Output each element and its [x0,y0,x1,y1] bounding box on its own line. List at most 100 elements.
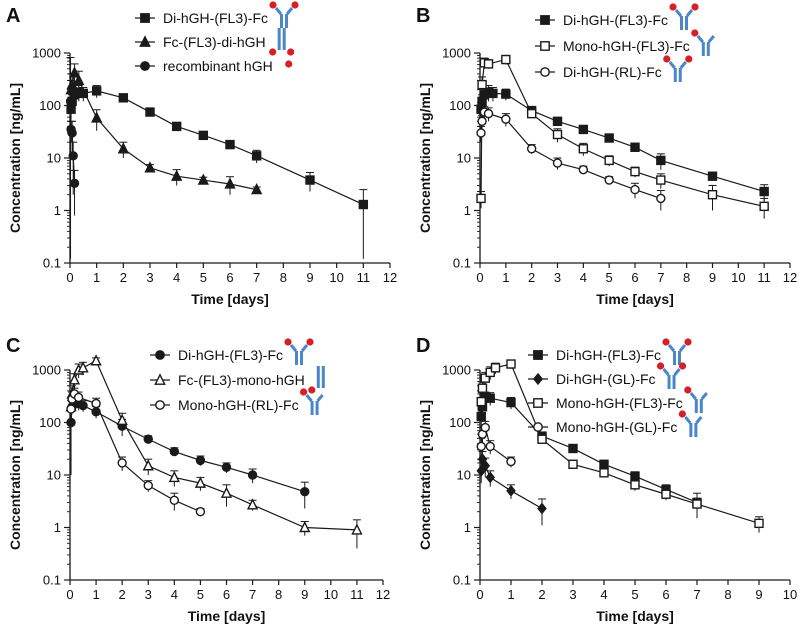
x-tick-label: 0 [476,587,483,602]
x-tick-label: 6 [662,587,669,602]
y-tick-label: 100 [39,98,61,113]
data-point [568,443,578,454]
panel-letter: B [416,5,430,27]
legend-label: Mono-hGH-(FL3)-Fc [563,38,690,54]
x-tick-label: 9 [306,270,313,285]
y-tick-label: 0.1 [43,256,61,271]
series-di-hgh-fl3-fc [476,85,769,202]
data-point [476,411,486,422]
x-tick-label: 4 [173,270,180,285]
data-point [754,518,764,529]
legend-label: Mono-hGH-(RL)-Fc [178,397,299,413]
data-point [604,175,614,185]
legend-marker [140,61,150,71]
data-point [299,520,311,533]
legend-label: Mono-hGH-(FL3)-Fc [556,395,683,411]
x-tick-label: 3 [145,587,152,602]
y-tick-label: 10 [47,151,61,166]
x-tick-label: 4 [600,587,607,602]
y-axis-title: Concentration [ng/mL] [417,83,433,233]
x-tick-label: 6 [631,270,638,285]
data-point [477,383,488,393]
data-point [91,398,101,409]
antibody-di-rl-icon [663,55,693,82]
legend-marker [540,41,550,51]
x-tick-label: 5 [606,270,613,285]
data-point [485,471,495,484]
legend-label: Di-hGH-(FL3)-Fc [163,10,268,26]
data-point [225,139,235,150]
data-point [197,173,209,185]
x-tick-label: 5 [200,270,207,285]
y-tick-label: 1000 [32,46,61,61]
legend-marker [155,400,165,410]
data-point [476,441,486,452]
antibody-di-icon [284,338,314,365]
antibody-mono-icon [691,29,715,56]
data-point [247,470,258,480]
legend-marker [155,350,165,360]
panel-letter: C [6,335,20,357]
data-point [485,393,495,403]
data-point [195,455,206,466]
x-tick-label: 1 [502,270,509,285]
data-point [358,199,369,210]
x-tick-label: 3 [146,270,153,285]
antibody-di-gl-icon [656,362,687,389]
data-point [537,502,547,515]
legend-label: Di-hGH-(FL3)-Fc [556,347,661,363]
data-point [194,476,207,488]
x-tick-label: 3 [569,587,576,602]
y-tick-label: 100 [39,415,61,430]
antibody-mono-gl-icon [678,410,703,437]
data-point [630,184,640,195]
data-point [488,88,498,99]
data-point [168,470,180,483]
data-point [506,484,516,497]
y-tick-label: 1000 [442,46,471,61]
x-tick-label: 0 [476,270,483,285]
data-point [91,86,102,96]
x-tick-label: 4 [171,587,178,602]
x-tick-label: 10 [324,587,338,602]
x-tick-label: 12 [383,270,397,285]
y-tick-label: 1 [54,203,61,218]
x-tick-label: 7 [249,587,256,602]
data-point [656,175,666,185]
y-tick-label: 1 [54,520,61,535]
data-point [90,354,102,366]
y-tick-label: 0.1 [43,573,61,588]
x-tick-label: 8 [724,587,731,602]
x-axis-title: Time [days] [596,608,674,624]
data-point [656,193,666,204]
x-tick-label: 9 [709,270,716,285]
y-tick-label: 1000 [442,363,471,378]
y-tick-label: 10 [47,468,61,483]
data-point [568,459,578,469]
series-mono-hgh-rl-fc [66,387,206,517]
y-tick-label: 10 [457,151,471,166]
y-tick-label: 1 [464,520,471,535]
data-point [195,506,206,517]
x-tick-label: 9 [755,587,762,602]
data-point [305,175,315,185]
x-tick-label: 11 [357,270,371,285]
data-point [490,363,501,373]
data-point [630,142,640,152]
data-point [68,373,81,385]
y-tick-label: 0.1 [453,256,471,271]
data-point [66,404,76,414]
data-point [198,130,209,141]
x-tick-label: 9 [301,587,308,602]
data-point [526,144,537,154]
data-point [501,89,511,99]
series-line [480,58,765,207]
x-tick-label: 1 [93,270,100,285]
x-axis-title: Time [days] [596,291,674,307]
data-point [73,73,85,86]
data-point [604,155,614,166]
x-tick-label: 6 [223,587,230,602]
data-point [251,151,262,161]
